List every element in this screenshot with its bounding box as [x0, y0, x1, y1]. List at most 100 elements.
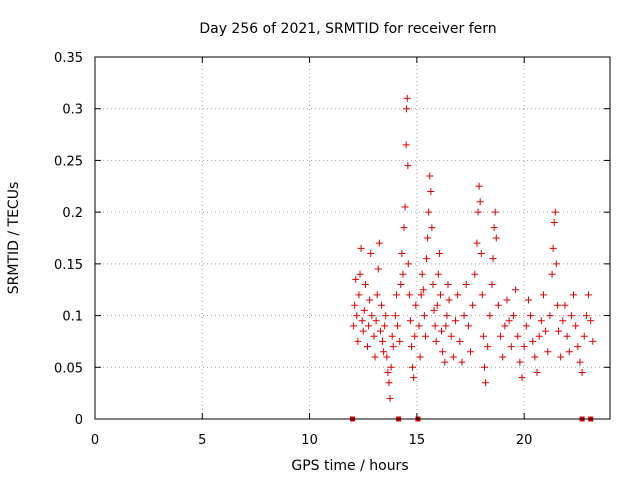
data-point — [418, 270, 426, 278]
data-point — [371, 353, 379, 361]
data-point — [352, 275, 360, 283]
data-point — [443, 312, 451, 320]
data-point — [518, 374, 526, 382]
data-point — [484, 343, 492, 351]
y-tick-label: 0.3 — [62, 103, 83, 118]
data-point — [544, 348, 552, 356]
data-point — [416, 353, 424, 361]
data-point — [435, 250, 443, 258]
data-point — [431, 322, 439, 330]
data-point — [516, 358, 524, 366]
data-point — [574, 343, 582, 351]
data-point — [425, 208, 433, 216]
data-point — [368, 312, 376, 320]
data-point — [394, 322, 402, 330]
data-point — [490, 224, 498, 232]
data-point — [383, 353, 391, 361]
y-axis-title: SRMTID / TECUs — [6, 182, 22, 295]
data-point — [499, 353, 507, 361]
data-point — [419, 286, 427, 294]
data-point — [585, 291, 593, 299]
x-tick-label: 15 — [409, 433, 426, 448]
data-point — [469, 301, 477, 309]
data-point — [535, 332, 543, 340]
data-point — [398, 250, 406, 258]
data-point — [486, 312, 494, 320]
data-point — [377, 301, 385, 309]
data-point — [354, 337, 362, 345]
plot-frame — [94, 56, 611, 420]
data-point — [488, 281, 496, 289]
data-point — [391, 312, 399, 320]
data-point — [387, 363, 395, 371]
chart-title: Day 256 of 2021, SRMTID for receiver fer… — [199, 21, 496, 37]
data-point — [436, 291, 444, 299]
data-point — [492, 234, 500, 242]
data-point — [353, 312, 361, 320]
data-point — [489, 255, 497, 263]
data-point — [409, 363, 417, 371]
x-axis-title: GPS time / hours — [291, 458, 408, 474]
data-point — [388, 332, 396, 340]
data-point — [458, 358, 466, 366]
data-point — [385, 379, 393, 387]
data-point — [384, 368, 392, 376]
data-point — [542, 327, 550, 335]
x-tick-label: 0 — [91, 433, 99, 448]
data-point — [410, 374, 418, 382]
data-point — [417, 291, 425, 299]
data-point — [408, 343, 416, 351]
data-point — [449, 353, 457, 361]
data-point — [474, 208, 482, 216]
data-point — [548, 270, 556, 278]
data-point — [373, 291, 381, 299]
data-point — [539, 291, 547, 299]
ticks-layer: 0 0.05 0.1 0.15 0.2 0.25 0.3 0.35 0 5 10 15 20 — [54, 51, 610, 448]
data-point — [428, 224, 436, 232]
data-point — [350, 322, 358, 330]
data-point — [475, 182, 483, 190]
data-point — [503, 296, 511, 304]
data-point — [456, 337, 464, 345]
data-point — [551, 208, 559, 216]
data-point — [355, 291, 363, 299]
data-point — [438, 327, 446, 335]
data-point — [520, 343, 528, 351]
data-point — [529, 337, 537, 345]
data-point — [364, 343, 372, 351]
data-point — [426, 172, 434, 180]
data-point — [537, 317, 545, 325]
data-point — [420, 312, 428, 320]
data-point — [445, 296, 453, 304]
data-point — [550, 218, 558, 226]
data-point — [473, 239, 481, 247]
data-point — [494, 301, 502, 309]
data-point — [366, 296, 374, 304]
points-layer — [350, 94, 597, 402]
data-point — [429, 281, 437, 289]
data-point — [467, 348, 475, 356]
x-tick-label: 20 — [516, 433, 533, 448]
data-point — [397, 281, 405, 289]
data-point — [567, 312, 575, 320]
data-point — [361, 281, 369, 289]
data-point — [351, 301, 359, 309]
data-point — [412, 301, 420, 309]
data-point — [392, 291, 400, 299]
data-point — [400, 224, 408, 232]
data-point — [427, 187, 435, 195]
data-point — [479, 332, 487, 340]
data-point — [509, 312, 517, 320]
data-point — [381, 322, 389, 330]
x-tick-label: 10 — [301, 433, 318, 448]
data-point — [403, 105, 411, 113]
data-point — [442, 322, 450, 330]
data-point — [402, 141, 410, 149]
data-point — [482, 379, 490, 387]
data-point — [471, 270, 479, 278]
y-tick-label: 0.25 — [54, 154, 83, 169]
y-tick-label: 0.1 — [62, 310, 83, 325]
data-point — [531, 353, 539, 361]
data-point — [367, 250, 375, 258]
data-point — [433, 301, 441, 309]
